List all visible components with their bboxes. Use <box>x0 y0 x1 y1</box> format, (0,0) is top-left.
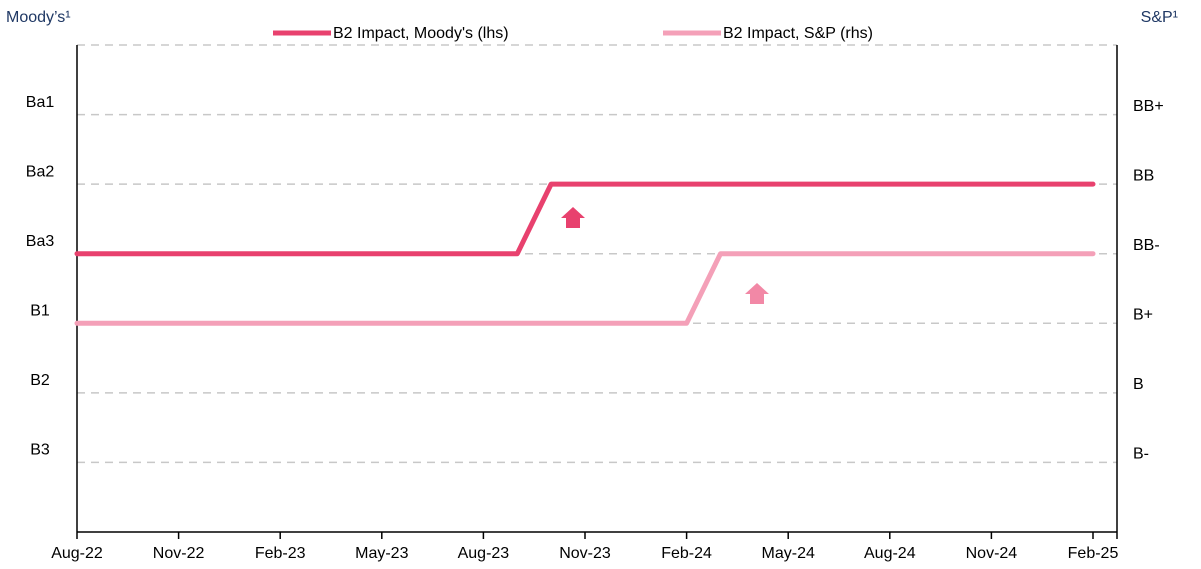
upgrade-arrow <box>561 207 585 228</box>
y-tick-label: B1 <box>30 303 50 320</box>
y-tick-label: Ba3 <box>26 233 55 250</box>
y2-tick-label: BB- <box>1133 237 1160 254</box>
x-tick-label: Aug-24 <box>864 545 916 562</box>
series-line <box>74 181 1096 257</box>
legend-label: B2 Impact, S&P (rhs) <box>723 25 873 42</box>
y2-tick-label: B+ <box>1133 307 1153 324</box>
y2-axis-title: S&P¹ <box>1141 9 1178 26</box>
x-tick-label: Aug-23 <box>458 545 510 562</box>
x-tick-label: Feb-25 <box>1068 545 1119 562</box>
y2-tick-label: BB+ <box>1133 98 1164 115</box>
x-tick-label: May-23 <box>355 545 408 562</box>
x-tick-label: Nov-22 <box>153 545 205 562</box>
y2-tick-label: BB <box>1133 167 1154 184</box>
y-tick-label: Ba2 <box>26 163 55 180</box>
series-line <box>74 251 1096 326</box>
x-tick-label: Nov-23 <box>559 545 611 562</box>
x-tick-label: Feb-24 <box>661 545 712 562</box>
x-tick-label: May-24 <box>762 545 815 562</box>
x-tick-label: Feb-23 <box>255 545 306 562</box>
y-tick-label: B3 <box>30 442 50 459</box>
y-tick-label: B2 <box>30 372 50 389</box>
x-tick-label: Nov-24 <box>966 545 1018 562</box>
upgrade-arrow <box>745 283 769 304</box>
y2-tick-label: B <box>1133 376 1144 393</box>
x-tick-label: Aug-22 <box>51 545 103 562</box>
y-axis-title: Moody’s¹ <box>6 9 71 26</box>
y-tick-label: Ba1 <box>26 94 55 111</box>
legend-label: B2 Impact, Moody's (lhs) <box>333 25 509 42</box>
y2-tick-label: B- <box>1133 446 1149 463</box>
